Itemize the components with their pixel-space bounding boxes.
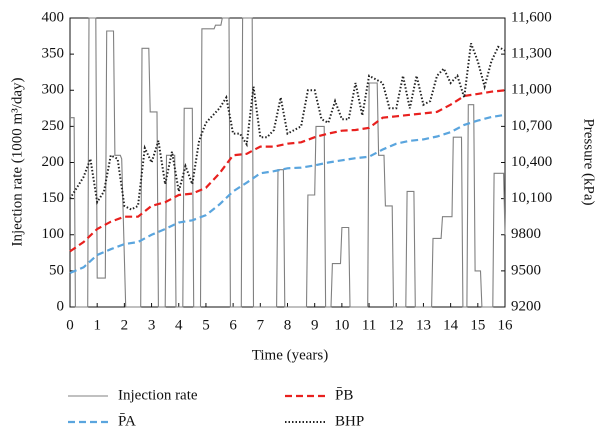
y2-tick-label: 9200 bbox=[511, 298, 541, 314]
y-tick-label: 150 bbox=[42, 190, 65, 206]
x-tick-label: 1 bbox=[93, 317, 101, 333]
y2-tick-label: 10,100 bbox=[511, 190, 552, 206]
x-tick-label: 4 bbox=[175, 317, 183, 333]
x-tick-label: 6 bbox=[229, 317, 237, 333]
series-line bbox=[70, 17, 506, 308]
x-tick-label: 11 bbox=[362, 317, 376, 333]
x-axis-title: Time (years) bbox=[252, 347, 329, 363]
y-tick-label: 250 bbox=[42, 118, 65, 134]
y2-tick-label: 10,400 bbox=[511, 154, 552, 170]
y2-tick-label: 11,000 bbox=[511, 82, 552, 98]
series-line bbox=[69, 89, 506, 253]
x-tick-label: 14 bbox=[443, 317, 459, 333]
x-tick-label: 7 bbox=[257, 317, 265, 333]
x-tick-label: 3 bbox=[148, 317, 156, 333]
x-tick-label: 0 bbox=[66, 317, 74, 333]
legend-label: BHP bbox=[335, 413, 364, 429]
x-tick-label: 13 bbox=[416, 317, 431, 333]
x-tick-label: 15 bbox=[470, 317, 485, 333]
legend-label: P̄B bbox=[335, 387, 353, 403]
x-tick-label: 12 bbox=[389, 317, 404, 333]
x-tick-label: 8 bbox=[284, 317, 292, 333]
y-tick-label: 100 bbox=[42, 226, 65, 242]
legend-label: Injection rate bbox=[118, 387, 198, 403]
y-tick-label: 400 bbox=[42, 9, 65, 25]
y-tick-label: 300 bbox=[42, 82, 65, 98]
y-tick-label: 350 bbox=[42, 46, 65, 62]
x-tick-label: 16 bbox=[498, 317, 514, 333]
series-line bbox=[69, 42, 506, 211]
y-tick-label: 0 bbox=[57, 298, 65, 314]
y2-tick-label: 11,300 bbox=[511, 46, 552, 62]
y2-tick-label: 9500 bbox=[511, 262, 541, 278]
x-tick-label: 9 bbox=[311, 317, 319, 333]
plot-frame bbox=[69, 17, 506, 308]
y2-tick-label: 10,700 bbox=[511, 118, 552, 134]
x-tick-label: 5 bbox=[202, 317, 210, 333]
x-tick-label: 2 bbox=[121, 317, 129, 333]
x-tick-label: 10 bbox=[334, 317, 349, 333]
y2-tick-label: 9800 bbox=[511, 226, 541, 242]
series-line bbox=[69, 113, 506, 275]
y-axis-title: Injection rate (1000 m³/day) bbox=[9, 77, 25, 246]
y-tick-label: 50 bbox=[49, 262, 64, 278]
y2-tick-label: 11,600 bbox=[511, 9, 552, 25]
y-tick-label: 200 bbox=[42, 154, 65, 170]
y2-axis-title: Pressure (kPa) bbox=[581, 118, 597, 205]
legend-label: P̄A bbox=[118, 413, 136, 429]
